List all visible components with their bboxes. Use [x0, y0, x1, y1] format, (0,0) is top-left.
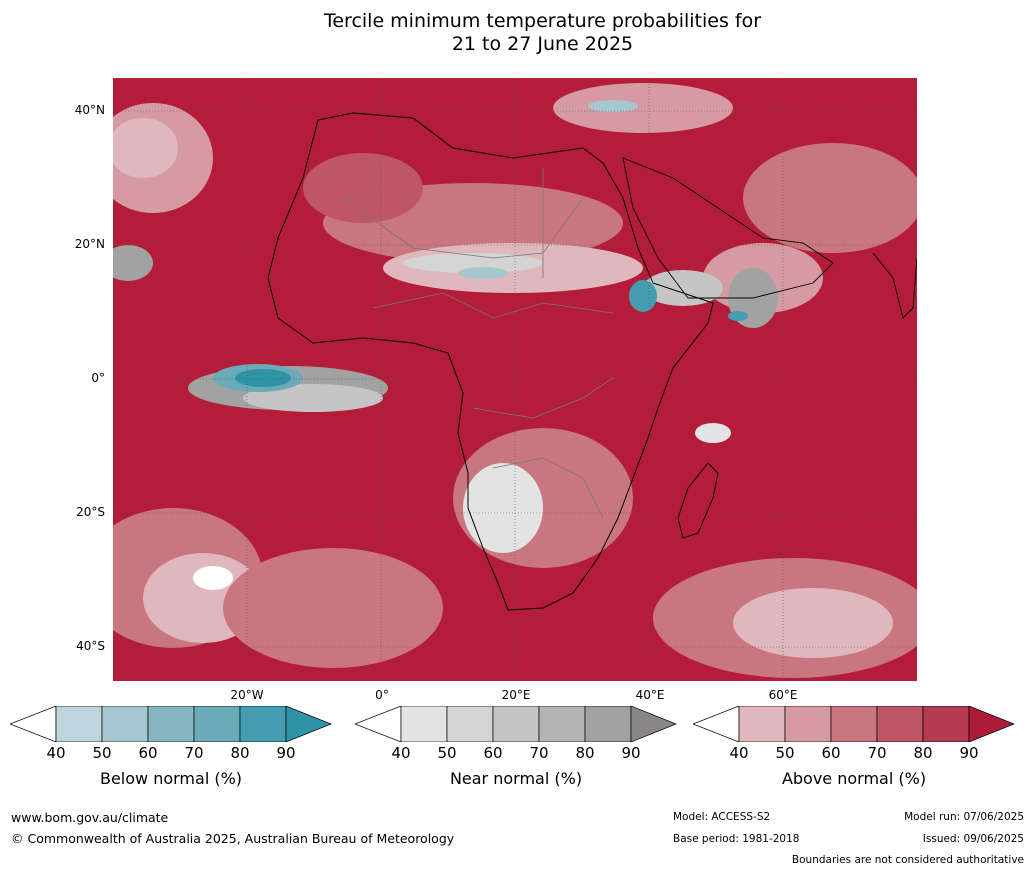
near-normal-swatch-50-60 — [446, 706, 494, 742]
madagascar-coastline — [677, 462, 719, 539]
below-normal-swatch-50-60 — [101, 706, 149, 742]
title-line-2: 21 to 27 June 2025 — [451, 33, 634, 55]
above-normal-under-arrow — [693, 706, 740, 742]
arabia-coastline — [622, 157, 834, 299]
lat-label-40n: 40°N — [74, 103, 105, 117]
near-normal-tick: 70 — [529, 744, 549, 762]
near-normal-over-arrow — [630, 706, 677, 742]
above-normal-over-arrow — [968, 706, 1015, 742]
above-normal-tick: 50 — [775, 744, 795, 762]
below-normal-tick: 60 — [138, 744, 158, 762]
map-canvas — [113, 78, 917, 681]
near-normal-tick: 60 — [483, 744, 503, 762]
map-title: Tercile minimum temperature probabilitie… — [0, 10, 1035, 56]
below-normal-swatch-40-50 — [55, 706, 103, 742]
lon-label-20e: 20°E — [501, 688, 531, 702]
below-normal-tick: 50 — [92, 744, 112, 762]
model-run-date: Model run: 07/06/2025 — [904, 811, 1024, 823]
above-normal-swatch-40-50 — [738, 706, 786, 742]
above-normal-tick: 80 — [913, 744, 933, 762]
near-normal-under-arrow — [355, 706, 402, 742]
india-coastline — [872, 252, 917, 319]
below-normal-swatch-60-70 — [147, 706, 195, 742]
boundaries-disclaimer: Boundaries are not considered authoritat… — [791, 854, 1024, 866]
below-normal-under-arrow — [10, 706, 57, 742]
above-normal-light-patches — [113, 83, 917, 678]
below-normal-colorbar — [10, 706, 332, 742]
above-normal-tick: 70 — [867, 744, 887, 762]
issued-date: Issued: 09/06/2025 — [922, 833, 1024, 845]
above-normal-tick: 60 — [821, 744, 841, 762]
africa-coastline — [267, 112, 714, 611]
below-normal-tick: 70 — [184, 744, 204, 762]
lat-label-20s: 20°S — [76, 505, 105, 519]
country-borders — [342, 168, 614, 519]
above-normal-swatch-60-70 — [830, 706, 878, 742]
probability-map — [113, 78, 917, 681]
lat-label-0: 0° — [91, 371, 105, 385]
above-normal-colorbar — [693, 706, 1015, 742]
base-period: Base period: 1981-2018 — [673, 833, 800, 845]
near-normal-swatch-40-50 — [400, 706, 448, 742]
above-normal-swatch-80-90 — [922, 706, 970, 742]
lat-label-20n: 20°N — [74, 237, 105, 251]
above-normal-title: Above normal (%) — [781, 769, 927, 788]
website-link[interactable]: www.bom.gov.au/climate — [11, 810, 169, 825]
near-normal-tick: 50 — [437, 744, 457, 762]
near-normal-swatch-70-80 — [538, 706, 586, 742]
near-normal-tick: 40 — [391, 744, 411, 762]
near-normal-colorbar — [355, 706, 677, 742]
below-normal-over-arrow — [285, 706, 332, 742]
lon-label-0: 0° — [375, 688, 389, 702]
title-line-1: Tercile minimum temperature probabilitie… — [323, 10, 762, 32]
above-normal-tick: 40 — [729, 744, 749, 762]
below-normal-tick: 80 — [230, 744, 250, 762]
near-normal-swatch-80-90 — [584, 706, 632, 742]
above-normal-swatch-50-60 — [784, 706, 832, 742]
below-normal-swatch-80-90 — [239, 706, 287, 742]
lon-label-20w: 20°W — [230, 688, 264, 702]
graticule — [113, 78, 917, 681]
below-normal-tick: 40 — [46, 744, 66, 762]
model-name: Model: ACCESS-S2 — [673, 811, 771, 823]
lon-label-40e: 40°E — [635, 688, 665, 702]
below-normal-title: Below normal (%) — [99, 769, 243, 788]
lon-label-60e: 60°E — [768, 688, 798, 702]
above-normal-tick: 90 — [959, 744, 979, 762]
near-normal-swatch-60-70 — [492, 706, 540, 742]
below-normal-tick: 90 — [276, 744, 296, 762]
below-normal-patches — [213, 100, 748, 392]
copyright-text: © Commonwealth of Australia 2025, Austra… — [11, 831, 455, 846]
lat-label-40s: 40°S — [76, 639, 105, 653]
below-normal-swatch-70-80 — [193, 706, 241, 742]
above-normal-swatch-70-80 — [876, 706, 924, 742]
near-normal-tick: 90 — [621, 744, 641, 762]
near-normal-title: Near normal (%) — [449, 769, 583, 788]
near-normal-tick: 80 — [575, 744, 595, 762]
